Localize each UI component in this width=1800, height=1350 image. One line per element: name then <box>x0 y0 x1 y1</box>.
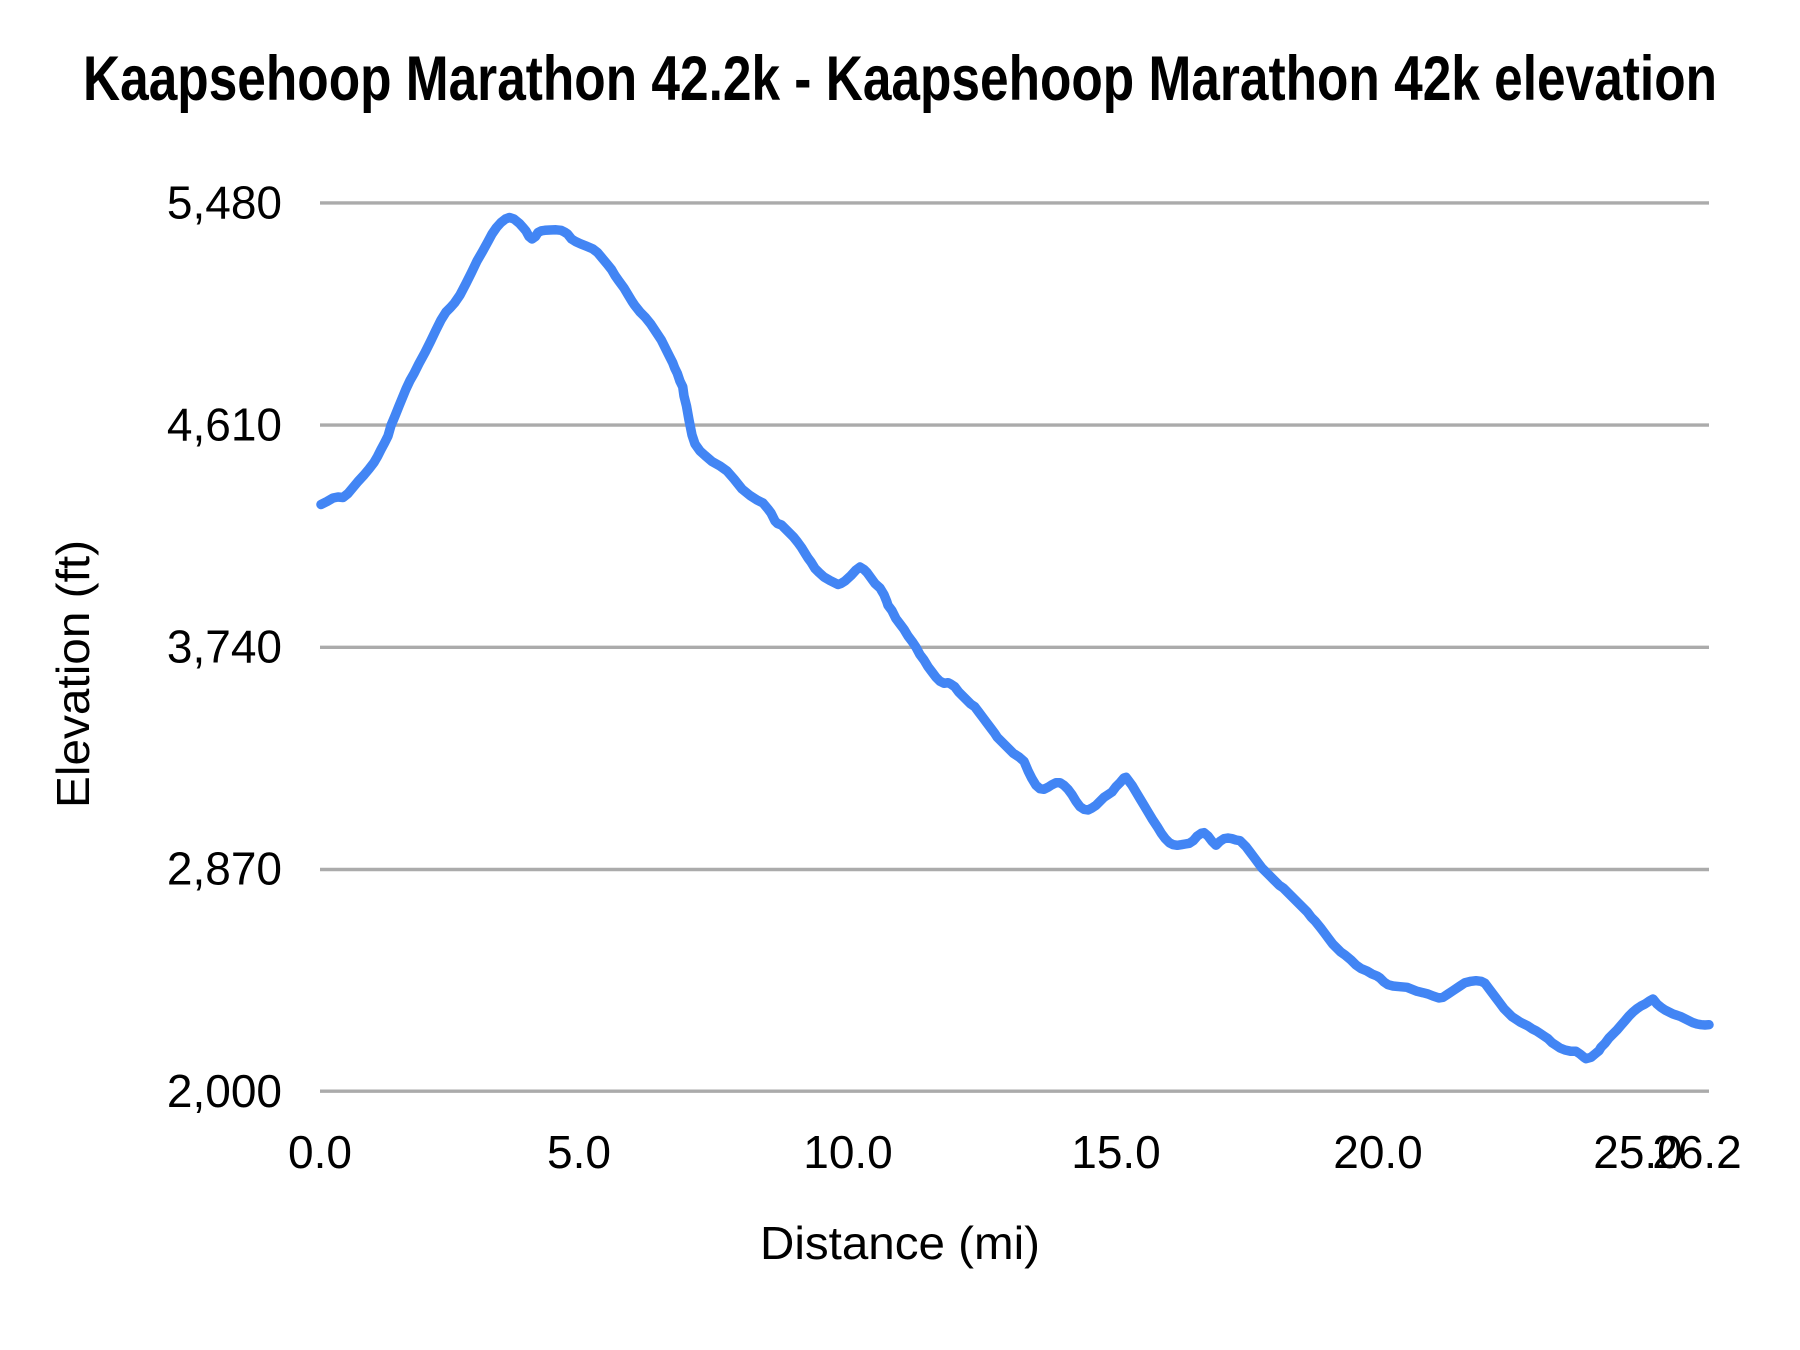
svg-text:5.0: 5.0 <box>547 1126 611 1178</box>
svg-text:Kaapsehoop Marathon 42.2k - Ka: Kaapsehoop Marathon 42.2k - Kaapsehoop M… <box>83 44 1717 114</box>
svg-text:26.2: 26.2 <box>1652 1126 1742 1178</box>
svg-text:4,610: 4,610 <box>167 399 282 451</box>
svg-text:25.0: 25.0 <box>1593 1126 1683 1178</box>
svg-text:Elevation (ft): Elevation (ft) <box>47 540 99 808</box>
svg-text:2,000: 2,000 <box>167 1065 282 1117</box>
svg-text:20.0: 20.0 <box>1333 1126 1423 1178</box>
svg-text:10.0: 10.0 <box>803 1126 893 1178</box>
svg-text:3,740: 3,740 <box>167 621 282 673</box>
svg-text:15.0: 15.0 <box>1071 1126 1161 1178</box>
svg-text:0.0: 0.0 <box>288 1126 352 1178</box>
svg-text:Distance (mi): Distance (mi) <box>760 1217 1040 1269</box>
svg-text:2,870: 2,870 <box>167 843 282 895</box>
svg-text:5,480: 5,480 <box>167 176 282 228</box>
